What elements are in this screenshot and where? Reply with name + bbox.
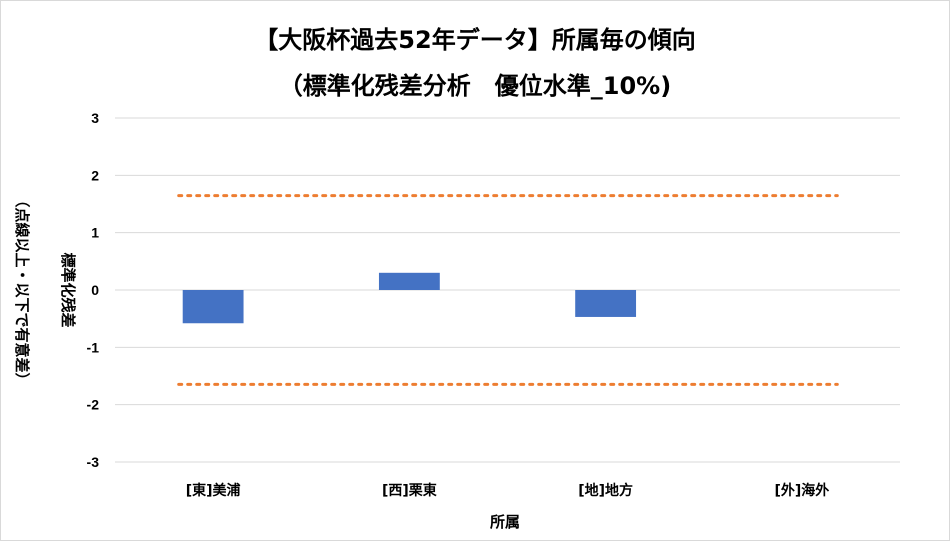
threshold-lines [177,194,839,386]
category-label: [西]栗東 [382,482,437,499]
y-axis-title: 標準化残差 [59,252,77,327]
category-labels: [東]美浦 [西]栗東 [地]地方 [外]海外 [186,482,830,499]
bars [182,272,637,324]
y-axis-note-group: （点線以上・以下で有意差） [13,192,31,387]
y-tick-label: 1 [91,225,99,241]
category-label: [東]美浦 [186,482,241,499]
bar [378,272,440,290]
gridlines [115,117,900,463]
x-axis-title: 所属 [490,513,520,531]
y-tick-label: 2 [91,167,99,183]
y-tick-label: 0 [91,282,99,298]
y-tick-labels: 3 2 1 0 -1 -2 -3 [87,110,100,470]
y-tick-label: -1 [87,339,100,355]
category-label: [地]地方 [578,482,633,499]
y-axis-title-group: 標準化残差 [59,252,77,327]
chart-title: 【大阪杯過去52年データ】所属毎の傾向 [254,26,696,54]
chart-subtitle: （標準化残差分析 優位水準_10%) [278,72,672,100]
y-tick-label: -3 [87,454,100,470]
bar [575,290,637,317]
y-tick-label: 3 [91,110,99,126]
y-tick-label: -2 [87,397,100,413]
bar [182,290,244,324]
y-axis-note: （点線以上・以下で有意差） [13,192,31,387]
category-label: [外]海外 [774,482,829,499]
